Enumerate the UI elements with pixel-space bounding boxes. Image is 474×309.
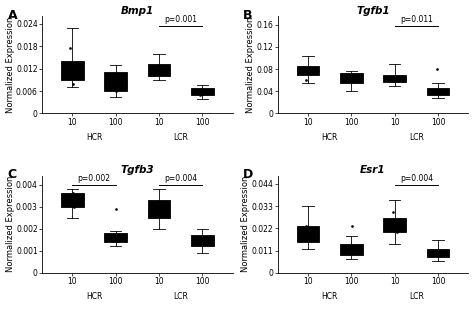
- Text: p=0.004: p=0.004: [400, 175, 433, 184]
- Text: p=0.011: p=0.011: [400, 15, 433, 24]
- PathPatch shape: [61, 61, 83, 80]
- Title: Tgfb3: Tgfb3: [120, 165, 154, 175]
- PathPatch shape: [427, 248, 449, 257]
- PathPatch shape: [191, 88, 214, 95]
- Y-axis label: Normalized Expression: Normalized Expression: [6, 17, 15, 113]
- PathPatch shape: [148, 64, 170, 76]
- Text: HCR: HCR: [86, 133, 102, 142]
- Text: A: A: [8, 9, 17, 22]
- Title: Bmp1: Bmp1: [121, 6, 154, 15]
- Text: C: C: [8, 168, 17, 181]
- PathPatch shape: [340, 244, 363, 255]
- PathPatch shape: [340, 73, 363, 83]
- PathPatch shape: [61, 193, 83, 207]
- Text: LCR: LCR: [173, 133, 188, 142]
- PathPatch shape: [427, 88, 449, 95]
- Text: HCR: HCR: [86, 292, 102, 301]
- PathPatch shape: [297, 226, 319, 243]
- Text: LCR: LCR: [173, 292, 188, 301]
- Text: HCR: HCR: [321, 292, 338, 301]
- Text: D: D: [243, 168, 254, 181]
- Text: B: B: [243, 9, 253, 22]
- PathPatch shape: [383, 74, 406, 83]
- Text: p=0.002: p=0.002: [78, 175, 110, 184]
- PathPatch shape: [148, 200, 170, 218]
- Text: p=0.001: p=0.001: [164, 15, 197, 24]
- PathPatch shape: [297, 66, 319, 74]
- Text: LCR: LCR: [409, 292, 424, 301]
- Title: Tgfb1: Tgfb1: [356, 6, 390, 15]
- Text: HCR: HCR: [321, 133, 338, 142]
- Text: LCR: LCR: [409, 133, 424, 142]
- Title: Esr1: Esr1: [360, 165, 386, 175]
- Y-axis label: Normalized Expression: Normalized Expression: [6, 176, 15, 273]
- PathPatch shape: [104, 233, 127, 242]
- Y-axis label: Normalized Expression: Normalized Expression: [241, 176, 250, 273]
- PathPatch shape: [383, 218, 406, 232]
- Y-axis label: Normalized Expression: Normalized Expression: [246, 17, 255, 113]
- PathPatch shape: [191, 235, 214, 246]
- PathPatch shape: [104, 72, 127, 91]
- Text: p=0.004: p=0.004: [164, 175, 197, 184]
